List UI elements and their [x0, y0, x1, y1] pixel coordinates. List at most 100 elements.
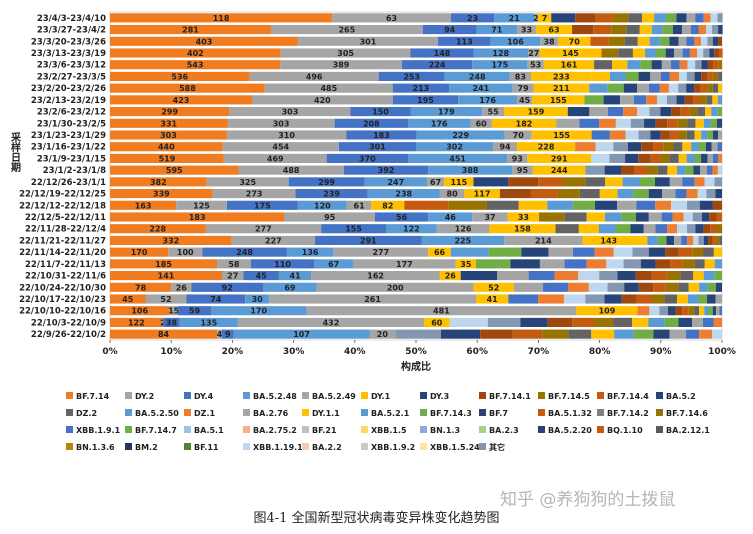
- bar-segment: [110, 317, 163, 327]
- data-label: 238: [395, 190, 412, 199]
- data-label: 41: [487, 295, 499, 304]
- bar-segment: [621, 165, 635, 175]
- bar-segment: [717, 95, 722, 105]
- bar-segment: [661, 60, 671, 70]
- data-label: 70: [569, 37, 581, 46]
- data-label: 115: [450, 178, 467, 187]
- bar-segment: [226, 200, 298, 210]
- bar-segment: [671, 200, 688, 210]
- row-label: 23/1/2-23/1/8: [43, 166, 106, 176]
- bar-segment: [660, 130, 670, 140]
- legend-swatch: [243, 443, 250, 450]
- bar-segment: [707, 83, 713, 93]
- bar-segment: [678, 282, 689, 292]
- bar-segment: [702, 317, 714, 327]
- bar-segment: [694, 83, 701, 93]
- bar-segment: [508, 177, 539, 187]
- bar-segment: [408, 153, 508, 163]
- bar-segment: [712, 153, 719, 163]
- data-label: 229: [452, 131, 469, 140]
- data-label: 38: [166, 318, 178, 327]
- bar-segment: [675, 306, 683, 316]
- bar-segment: [632, 48, 646, 58]
- bar-segment: [636, 200, 656, 210]
- bar-segment: [584, 95, 604, 105]
- bar-segment: [423, 317, 450, 327]
- bar-segment: [701, 60, 708, 70]
- bar-segment: [712, 235, 716, 245]
- bar-segment: [649, 306, 660, 316]
- bar-segment: [648, 317, 665, 327]
- data-label: 265: [338, 26, 355, 35]
- bar-segment: [450, 13, 495, 23]
- bar-segment: [688, 306, 695, 316]
- bar-segment: [591, 329, 615, 339]
- bar-segment: [475, 259, 511, 269]
- bar-segment: [110, 60, 281, 70]
- bar-segment: [534, 13, 538, 23]
- bar-segment: [510, 259, 540, 269]
- legend-swatch: [66, 443, 73, 450]
- bar-segment: [712, 329, 722, 339]
- bar-segment: [712, 83, 719, 93]
- bar-segment: [674, 48, 683, 58]
- data-label: 247: [387, 178, 404, 187]
- data-label: 38: [544, 37, 556, 46]
- bar-segment: [698, 142, 706, 152]
- bar-segment: [632, 247, 649, 257]
- bar-segment: [712, 95, 718, 105]
- bar-segment: [655, 200, 672, 210]
- bar-segment: [686, 36, 695, 46]
- bar-segment: [472, 60, 528, 70]
- bar-segment: [714, 177, 722, 187]
- data-label: 15: [168, 307, 180, 316]
- data-label: 109: [599, 307, 616, 316]
- bar-segment: [470, 118, 492, 128]
- bar-segment: [717, 107, 722, 117]
- data-label: 33: [518, 213, 529, 222]
- bar-segment: [589, 107, 608, 117]
- bar-segment: [527, 60, 544, 70]
- bar-segment: [711, 142, 718, 152]
- bar-segment: [686, 71, 695, 81]
- data-label: 45: [256, 272, 268, 281]
- bar-segment: [651, 25, 663, 35]
- bar-segment: [633, 189, 649, 199]
- data-label: 301: [369, 143, 386, 152]
- data-label: 299: [161, 108, 178, 117]
- bar-segment: [575, 142, 596, 152]
- legend-swatch: [479, 392, 486, 399]
- bar-segment: [449, 317, 488, 327]
- bar-segment: [712, 25, 719, 35]
- legend-swatch: [125, 443, 132, 450]
- bar-segment: [564, 259, 587, 269]
- bar-segment: [697, 189, 707, 199]
- x-tick-label: 10%: [160, 347, 182, 357]
- data-label: 241: [473, 84, 490, 93]
- bar-segment: [632, 317, 649, 327]
- data-label: 158: [514, 225, 531, 234]
- bar-segment: [697, 48, 704, 58]
- bar-segment: [472, 212, 508, 222]
- bar-segment: [605, 177, 623, 187]
- bar-segment: [666, 235, 675, 245]
- bar-segment: [428, 165, 513, 175]
- legend-swatch: [66, 426, 73, 433]
- bar-segment: [306, 306, 577, 316]
- bar-segment: [682, 48, 690, 58]
- bar-segment: [709, 48, 715, 58]
- row-label: 23/1/16-23/1/22: [31, 143, 106, 153]
- bar-segment: [110, 118, 228, 128]
- bar-segment: [701, 71, 708, 81]
- bar-segment: [507, 153, 528, 163]
- bar-segment: [617, 200, 637, 210]
- bar-segment: [644, 118, 656, 128]
- bar-segment: [221, 329, 234, 339]
- data-label: 122: [128, 318, 145, 327]
- data-label: 388: [462, 166, 479, 175]
- bar-segment: [604, 212, 622, 222]
- bar-segment: [110, 95, 252, 105]
- legend-entry: BF.7.14.1: [489, 392, 531, 401]
- bar-segment: [554, 271, 579, 281]
- data-label: 170: [250, 307, 267, 316]
